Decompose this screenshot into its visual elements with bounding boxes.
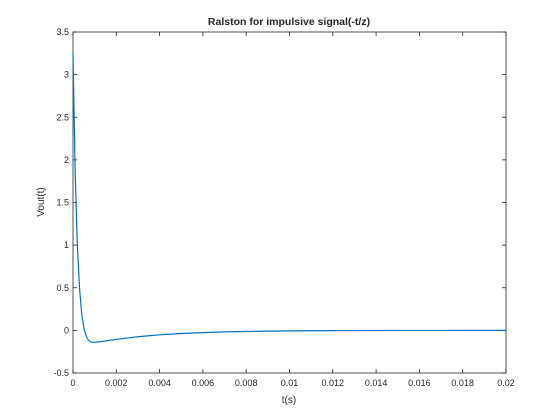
x-axis: 0 0.002 0.004 0.006 0.008 0.01 0.012 0.014 0.016… [70, 32, 515, 388]
x-tick-label: 0 [70, 378, 75, 388]
x-tick-label: 0.002 [105, 378, 128, 388]
x-tick-label: 0.02 [497, 378, 515, 388]
series-line [72, 53, 507, 343]
y-tick-label: 1.5 [56, 198, 69, 208]
y-tick-label: -0.5 [53, 368, 69, 378]
y-axis-label: Vout(t) [36, 187, 47, 216]
y-tick-label: 2.5 [56, 112, 69, 122]
y-tick-label: 0.5 [56, 283, 69, 293]
y-tick-label: 3 [64, 70, 69, 80]
y-tick-label: 0 [64, 325, 69, 335]
x-tick-label: 0.012 [322, 378, 345, 388]
x-tick-label: 0.008 [235, 378, 258, 388]
y-tick-label: 2 [64, 155, 69, 165]
x-tick-label: 0.006 [192, 378, 215, 388]
chart-title: Ralston for impulsive signal(-t/z) [208, 16, 370, 28]
y-tick-label: 1 [64, 240, 69, 250]
x-tick-label: 0.018 [451, 378, 474, 388]
x-tick-label: 0.014 [365, 378, 388, 388]
axes-box [72, 31, 507, 374]
x-tick-label: 0.01 [281, 378, 299, 388]
x-tick-label: 0.016 [408, 378, 431, 388]
x-axis-label: t(s) [282, 395, 296, 406]
plot-area: 0 0.002 0.004 0.006 0.008 0.01 0.012 0.014 0.016… [53, 27, 514, 388]
x-tick-label: 0.004 [148, 378, 171, 388]
y-tick-label: 3.5 [56, 27, 69, 37]
